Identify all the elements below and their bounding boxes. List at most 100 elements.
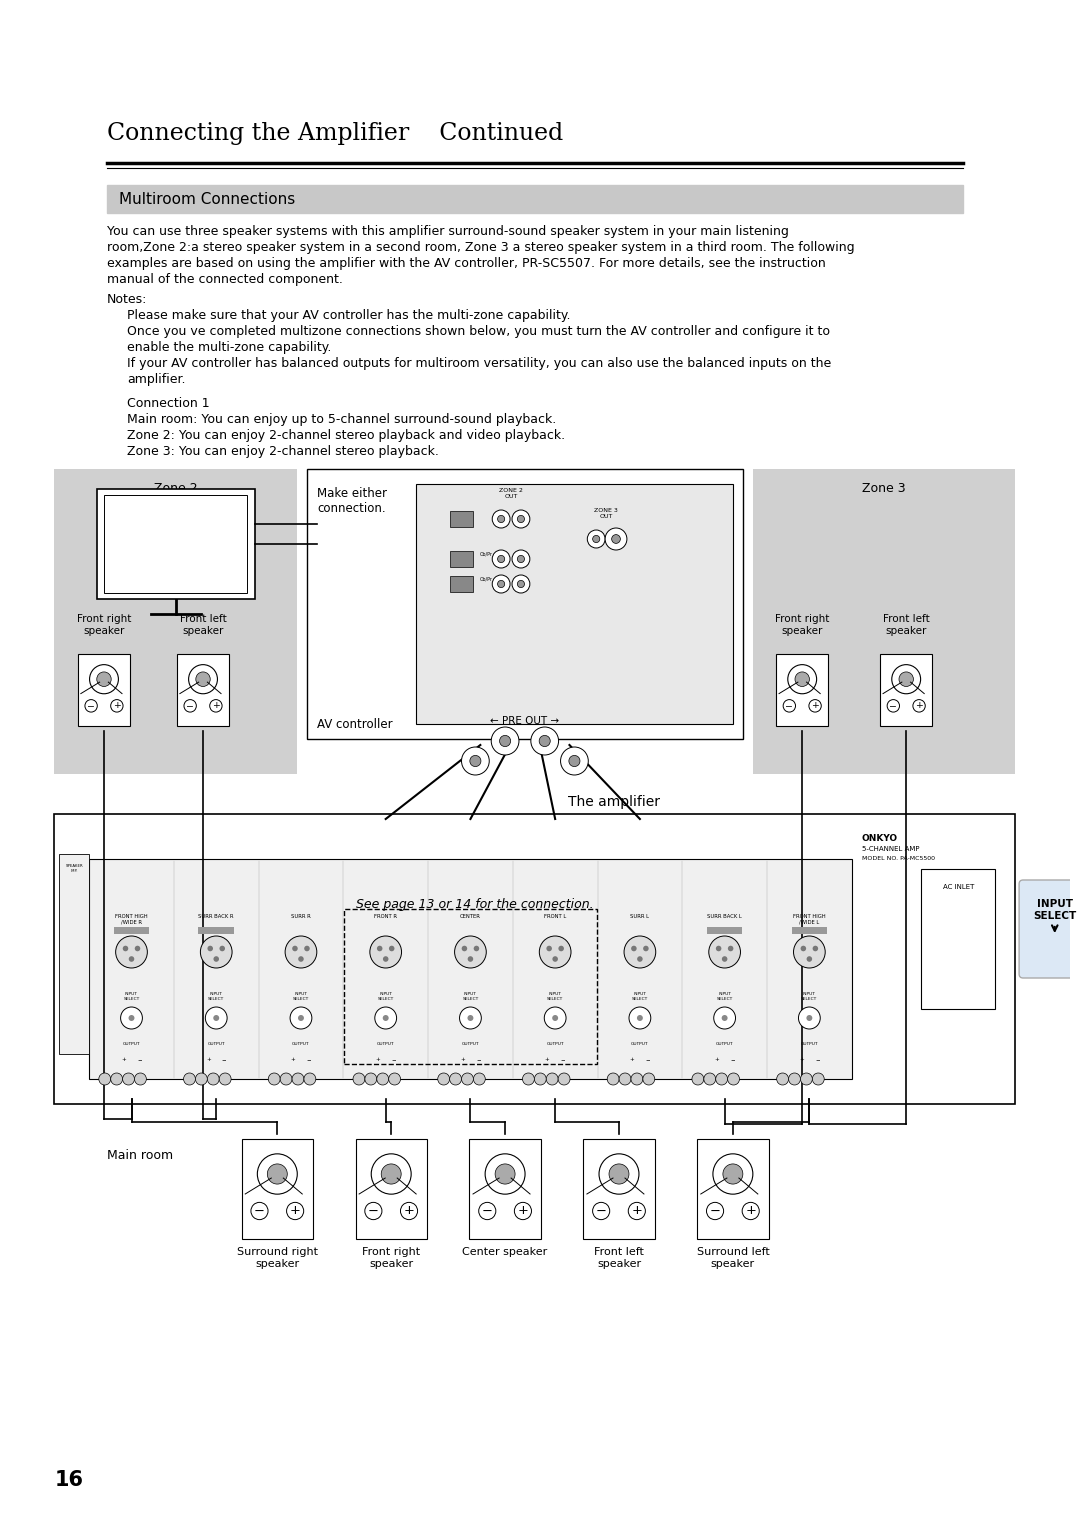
Circle shape xyxy=(459,1007,482,1028)
Circle shape xyxy=(809,700,821,712)
Circle shape xyxy=(474,946,480,952)
Circle shape xyxy=(291,1007,312,1028)
Text: +: + xyxy=(460,1057,464,1062)
Circle shape xyxy=(512,510,530,529)
Text: +: + xyxy=(745,1204,756,1218)
Circle shape xyxy=(492,510,510,529)
Bar xyxy=(470,1138,541,1239)
Text: Surround left
speaker: Surround left speaker xyxy=(697,1247,769,1268)
Text: Connection 1: Connection 1 xyxy=(126,397,210,410)
Circle shape xyxy=(569,755,580,767)
Text: INPUT
SELECT: INPUT SELECT xyxy=(1034,898,1077,920)
Bar xyxy=(307,469,743,740)
Circle shape xyxy=(523,1073,535,1085)
Circle shape xyxy=(383,957,389,961)
Circle shape xyxy=(201,937,232,969)
Circle shape xyxy=(85,700,97,712)
Circle shape xyxy=(98,1073,111,1085)
Text: ONKYO: ONKYO xyxy=(862,834,897,843)
Text: SURR R: SURR R xyxy=(292,914,311,918)
Circle shape xyxy=(512,550,530,568)
Circle shape xyxy=(539,937,571,969)
Text: If your AV controller has balanced outputs for multiroom versatility, you can al: If your AV controller has balanced outpu… xyxy=(126,358,831,370)
Circle shape xyxy=(492,550,510,568)
Bar xyxy=(59,854,90,1054)
Circle shape xyxy=(643,946,649,952)
Circle shape xyxy=(535,1073,546,1085)
Circle shape xyxy=(110,700,123,712)
Circle shape xyxy=(517,515,525,523)
Circle shape xyxy=(251,1203,268,1219)
Circle shape xyxy=(721,1015,728,1021)
Circle shape xyxy=(123,946,129,952)
Circle shape xyxy=(213,1015,219,1021)
Circle shape xyxy=(561,747,589,775)
Bar xyxy=(78,654,130,726)
Circle shape xyxy=(121,1007,143,1028)
Circle shape xyxy=(129,1015,135,1021)
Bar xyxy=(113,927,149,934)
Text: Cb/Pr: Cb/Pr xyxy=(480,552,492,556)
Circle shape xyxy=(588,530,605,549)
Text: +: + xyxy=(632,1204,643,1218)
Circle shape xyxy=(389,1073,401,1085)
Text: −: − xyxy=(221,1057,227,1062)
Circle shape xyxy=(631,946,637,952)
Circle shape xyxy=(807,957,812,961)
Text: INPUT
SELECT: INPUT SELECT xyxy=(208,992,225,1001)
Text: OUTPUT: OUTPUT xyxy=(207,1042,225,1047)
Text: FRONT L: FRONT L xyxy=(544,914,566,918)
Circle shape xyxy=(708,937,741,969)
Circle shape xyxy=(214,957,219,961)
Text: INPUT
SELECT: INPUT SELECT xyxy=(632,992,648,1001)
Circle shape xyxy=(135,1073,147,1085)
Text: +: + xyxy=(206,1057,211,1062)
Circle shape xyxy=(517,555,525,562)
Text: +: + xyxy=(376,1057,380,1062)
Text: −: − xyxy=(137,1057,141,1062)
Text: −: − xyxy=(482,1204,492,1218)
Circle shape xyxy=(552,957,558,961)
Circle shape xyxy=(468,1015,473,1021)
Text: INPUT
SELECT: INPUT SELECT xyxy=(548,992,564,1001)
Circle shape xyxy=(498,555,504,562)
Circle shape xyxy=(207,946,213,952)
Text: Zone 2: Zone 2 xyxy=(154,481,198,495)
Text: 5-CHANNEL AMP: 5-CHANNEL AMP xyxy=(862,847,919,853)
Circle shape xyxy=(723,1164,743,1184)
Circle shape xyxy=(887,700,900,712)
Circle shape xyxy=(517,581,525,588)
Circle shape xyxy=(609,1164,629,1184)
Circle shape xyxy=(129,957,134,961)
Text: 16: 16 xyxy=(54,1470,83,1490)
Text: ZONE 3
OUT: ZONE 3 OUT xyxy=(594,509,618,520)
Text: INPUT
SELECT: INPUT SELECT xyxy=(716,992,732,1001)
Circle shape xyxy=(401,1203,418,1219)
Text: INPUT
SELECT: INPUT SELECT xyxy=(378,992,394,1001)
Text: OUTPUT: OUTPUT xyxy=(461,1042,480,1047)
Circle shape xyxy=(629,1007,651,1028)
Circle shape xyxy=(637,1015,643,1021)
Text: AV controller: AV controller xyxy=(316,718,392,730)
Circle shape xyxy=(286,1203,303,1219)
Circle shape xyxy=(531,727,558,755)
Text: INPUT
SELECT: INPUT SELECT xyxy=(801,992,818,1001)
Text: +: + xyxy=(915,701,923,711)
Text: −: − xyxy=(254,1204,265,1218)
Circle shape xyxy=(195,672,211,686)
Circle shape xyxy=(539,735,550,747)
Text: SPEAKER
IMP.: SPEAKER IMP. xyxy=(66,863,83,872)
Circle shape xyxy=(788,1073,800,1085)
Text: +: + xyxy=(811,701,819,711)
Circle shape xyxy=(184,1073,195,1085)
Text: INPUT
SELECT: INPUT SELECT xyxy=(462,992,478,1001)
Text: OUTPUT: OUTPUT xyxy=(377,1042,394,1047)
Text: −: − xyxy=(186,701,194,711)
Text: Zone 3: Zone 3 xyxy=(862,481,906,495)
Circle shape xyxy=(111,1073,123,1085)
Circle shape xyxy=(706,1203,724,1219)
Circle shape xyxy=(437,1073,449,1085)
Text: FRONT HIGH
/WIDE R: FRONT HIGH /WIDE R xyxy=(116,914,148,924)
Circle shape xyxy=(298,1015,303,1021)
Text: ZONE 2
OUT: ZONE 2 OUT xyxy=(499,489,523,500)
